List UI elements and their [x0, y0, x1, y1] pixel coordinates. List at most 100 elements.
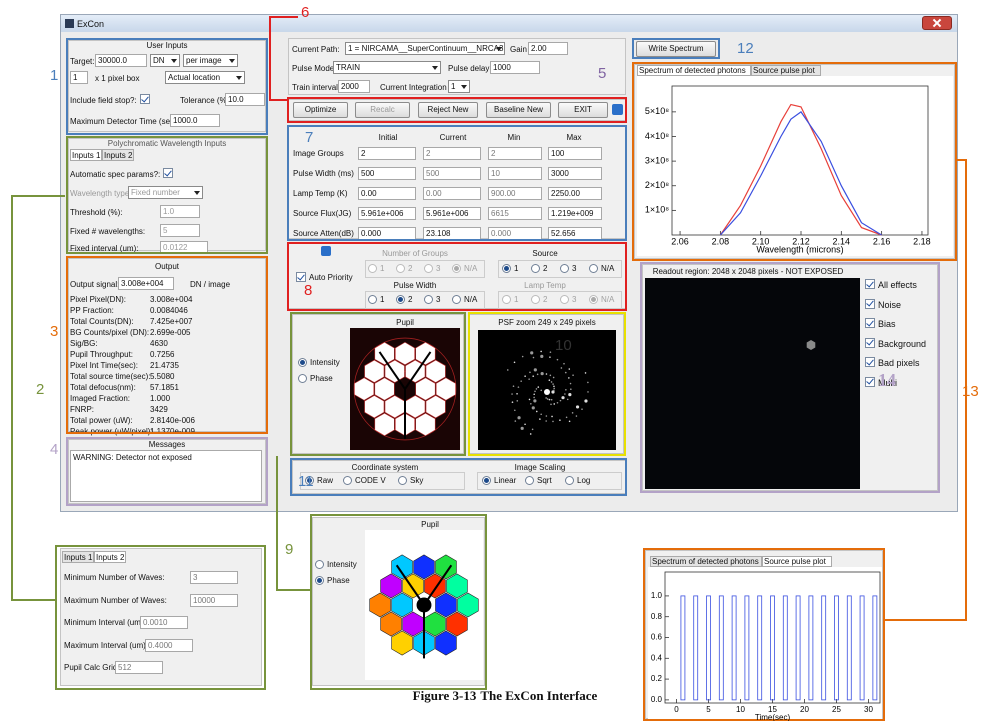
text-field[interactable] [160, 205, 200, 218]
radio-button[interactable] [396, 264, 405, 273]
radio-button[interactable] [368, 295, 377, 304]
radio-button[interactable] [315, 560, 324, 569]
text-field[interactable] [358, 147, 416, 160]
text-field[interactable] [423, 207, 481, 220]
text-field[interactable] [528, 42, 568, 55]
button[interactable] [355, 102, 410, 118]
radio-label: 2 [408, 295, 413, 304]
psf-speckle [553, 385, 555, 388]
text-field[interactable] [145, 638, 193, 652]
radio-button[interactable] [560, 264, 569, 273]
radio-button[interactable] [343, 476, 352, 485]
pupil-image [350, 328, 460, 450]
dropdown[interactable] [183, 54, 238, 67]
button[interactable] [293, 102, 348, 118]
text-field[interactable] [488, 187, 542, 200]
radio-button[interactable] [525, 476, 534, 485]
radio-button[interactable] [560, 295, 569, 304]
checkbox[interactable] [163, 168, 173, 178]
pulse-bar [770, 595, 775, 701]
checkbox[interactable] [140, 94, 150, 104]
radio-button[interactable] [298, 374, 307, 383]
tab[interactable] [762, 556, 832, 567]
text-field[interactable] [548, 187, 602, 200]
checkbox[interactable] [865, 337, 875, 348]
radio-button[interactable] [531, 295, 540, 304]
radio-button[interactable] [589, 264, 598, 273]
text-field[interactable] [70, 71, 88, 84]
text-field[interactable] [358, 207, 416, 220]
button-label: Write Spectrum [648, 44, 704, 53]
dropdown[interactable] [448, 80, 470, 93]
readout-background [645, 278, 860, 489]
output-value: 1.000 [150, 394, 171, 403]
output-label: Peak power (uW/pixel): [70, 427, 153, 436]
text-field[interactable] [423, 167, 481, 180]
highlight-frame [66, 437, 268, 506]
psf-image [478, 330, 616, 450]
radio-button[interactable] [368, 264, 377, 273]
text-field[interactable] [338, 80, 370, 93]
checkbox[interactable] [865, 357, 875, 367]
text-field[interactable] [190, 571, 238, 584]
radio-button[interactable] [452, 295, 461, 304]
button[interactable] [418, 102, 478, 118]
dropdown[interactable] [150, 54, 180, 67]
text-field[interactable] [358, 167, 416, 180]
text-field[interactable] [95, 54, 147, 67]
text-field[interactable] [423, 187, 481, 200]
mirror-segment [457, 592, 479, 618]
radio-button[interactable] [424, 264, 433, 273]
tab[interactable] [751, 65, 821, 76]
caption-label: Figure 3-13 [412, 688, 477, 703]
text-field[interactable] [190, 593, 238, 607]
text-field[interactable] [490, 61, 540, 74]
x-axis-label: Wavelength (microns) [756, 244, 843, 254]
tab[interactable] [70, 149, 102, 161]
dropdown[interactable] [333, 61, 441, 74]
text-field[interactable] [548, 167, 602, 180]
checkbox[interactable] [296, 272, 306, 282]
text-field[interactable] [160, 224, 200, 237]
tab[interactable] [102, 149, 134, 161]
pulse-bar [680, 595, 686, 701]
button[interactable] [636, 41, 716, 57]
help-icon[interactable] [612, 104, 623, 115]
text-field[interactable] [225, 93, 265, 106]
text-field[interactable] [140, 616, 188, 629]
text-field[interactable] [488, 147, 542, 160]
text-field[interactable] [115, 661, 163, 674]
dropdown-arrow [496, 47, 502, 51]
tab[interactable] [637, 65, 751, 76]
radio-button[interactable] [531, 264, 540, 273]
readout-spot [806, 340, 816, 350]
radio-button[interactable] [565, 476, 574, 485]
text-field[interactable] [118, 277, 174, 290]
text-field[interactable] [423, 147, 481, 160]
help-icon[interactable] [321, 246, 331, 256]
radio-label: Intensity [310, 358, 340, 367]
checkbox[interactable] [865, 318, 875, 328]
text-field[interactable] [170, 114, 220, 127]
button[interactable] [486, 102, 551, 118]
text-field[interactable] [548, 147, 602, 160]
dropdown[interactable] [345, 42, 505, 55]
dropdown[interactable] [128, 186, 203, 199]
text-field[interactable] [548, 207, 602, 220]
tab[interactable] [94, 551, 126, 563]
button[interactable] [558, 102, 608, 118]
label: PSF zoom 249 x 249 pixels [498, 318, 596, 327]
radio-label: N/A [601, 295, 615, 304]
text-field[interactable] [488, 207, 542, 220]
checkbox[interactable] [865, 376, 875, 387]
text-field[interactable] [488, 167, 542, 180]
text-field[interactable] [358, 187, 416, 200]
radio-button[interactable] [424, 295, 433, 304]
checkbox[interactable] [865, 279, 875, 289]
tab[interactable] [650, 556, 762, 567]
dropdown[interactable] [165, 71, 245, 84]
psf-speckle [553, 387, 555, 390]
radio-button[interactable] [502, 295, 511, 304]
radio-button[interactable] [398, 476, 407, 485]
checkbox[interactable] [865, 298, 875, 309]
